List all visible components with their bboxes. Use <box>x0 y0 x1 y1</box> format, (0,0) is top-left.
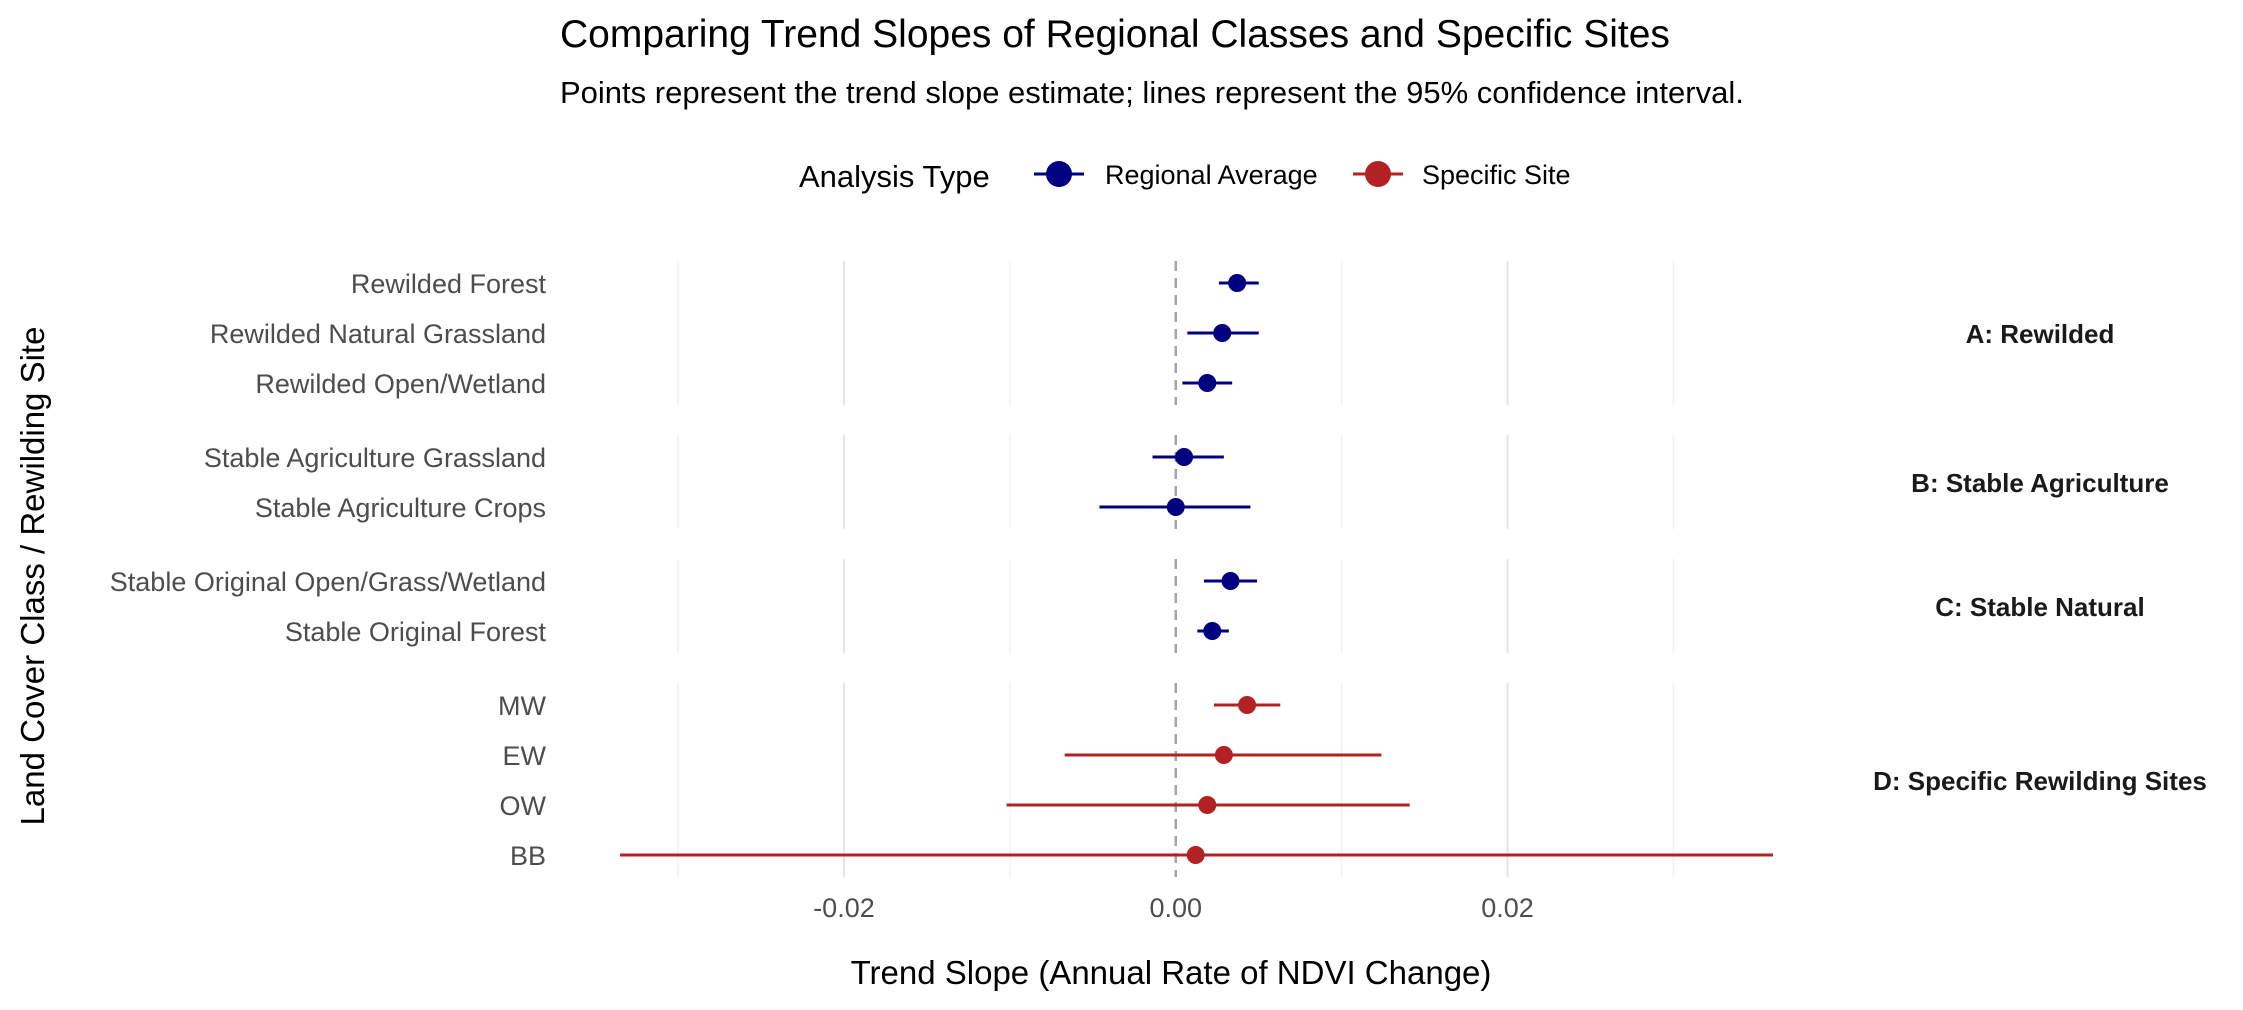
x-tick-label: -0.02 <box>813 893 875 923</box>
y-tick-label: BB <box>510 841 546 871</box>
chart-subtitle: Points represent the trend slope estimat… <box>560 75 1744 110</box>
y-tick-label: OW <box>500 791 547 821</box>
facet-label: C: Stable Natural <box>1935 592 2145 622</box>
legend-key-dot <box>1365 161 1391 187</box>
estimate-point <box>1228 274 1247 292</box>
y-tick-label: MW <box>498 691 546 721</box>
facet-panel <box>677 261 1675 405</box>
legend-item-specific-site: Specific Site <box>1353 160 1571 190</box>
estimate-point <box>1221 572 1240 590</box>
x-axis-title: Trend Slope (Annual Rate of NDVI Change) <box>851 954 1492 991</box>
legend: Analysis Type Regional Average Specific … <box>799 159 1571 194</box>
x-axis-tick-labels: -0.02 0.00 0.02 <box>813 893 1534 923</box>
facet-panel <box>677 559 1675 653</box>
facet-label: A: Rewilded <box>1966 319 2115 349</box>
estimate-point <box>1203 622 1222 640</box>
estimate-point <box>1186 846 1205 864</box>
y-tick-label: EW <box>503 741 547 771</box>
y-axis-tick-labels: Rewilded Forest Rewilded Natural Grasslan… <box>110 269 547 871</box>
facet-panel <box>677 435 1675 529</box>
facet-strip-labels: A: Rewilded B: Stable Agriculture C: Stabl… <box>1873 319 2207 796</box>
legend-key-dot <box>1046 161 1072 187</box>
facet-panels <box>620 261 1773 877</box>
y-tick-label: Rewilded Forest <box>351 269 547 299</box>
legend-label: Regional Average <box>1105 160 1318 190</box>
y-tick-label: Stable Original Open/Grass/Wetland <box>110 567 546 597</box>
y-tick-label: Stable Agriculture Crops <box>255 493 546 523</box>
facet-panel <box>620 683 1773 877</box>
legend-item-regional-average: Regional Average <box>1034 160 1318 190</box>
chart-title: Comparing Trend Slopes of Regional Class… <box>560 13 1670 56</box>
y-tick-label: Stable Agriculture Grassland <box>204 443 546 473</box>
estimate-point <box>1213 324 1232 342</box>
estimate-point <box>1214 746 1233 764</box>
facet-label: D: Specific Rewilding Sites <box>1873 766 2207 796</box>
legend-title: Analysis Type <box>799 159 990 194</box>
estimate-point <box>1175 448 1194 466</box>
legend-label: Specific Site <box>1422 160 1571 190</box>
estimate-point <box>1198 796 1217 814</box>
y-tick-label: Rewilded Natural Grassland <box>210 319 546 349</box>
estimate-point <box>1166 498 1185 516</box>
x-tick-label: 0.02 <box>1481 893 1534 923</box>
y-axis-title: Land Cover Class / Rewilding Site <box>14 327 51 826</box>
estimate-point <box>1198 374 1217 392</box>
y-tick-label: Stable Original Forest <box>285 617 547 647</box>
y-tick-label: Rewilded Open/Wetland <box>255 369 546 399</box>
facet-label: B: Stable Agriculture <box>1911 468 2169 498</box>
estimate-point <box>1238 696 1257 714</box>
x-tick-label: 0.00 <box>1149 893 1202 923</box>
